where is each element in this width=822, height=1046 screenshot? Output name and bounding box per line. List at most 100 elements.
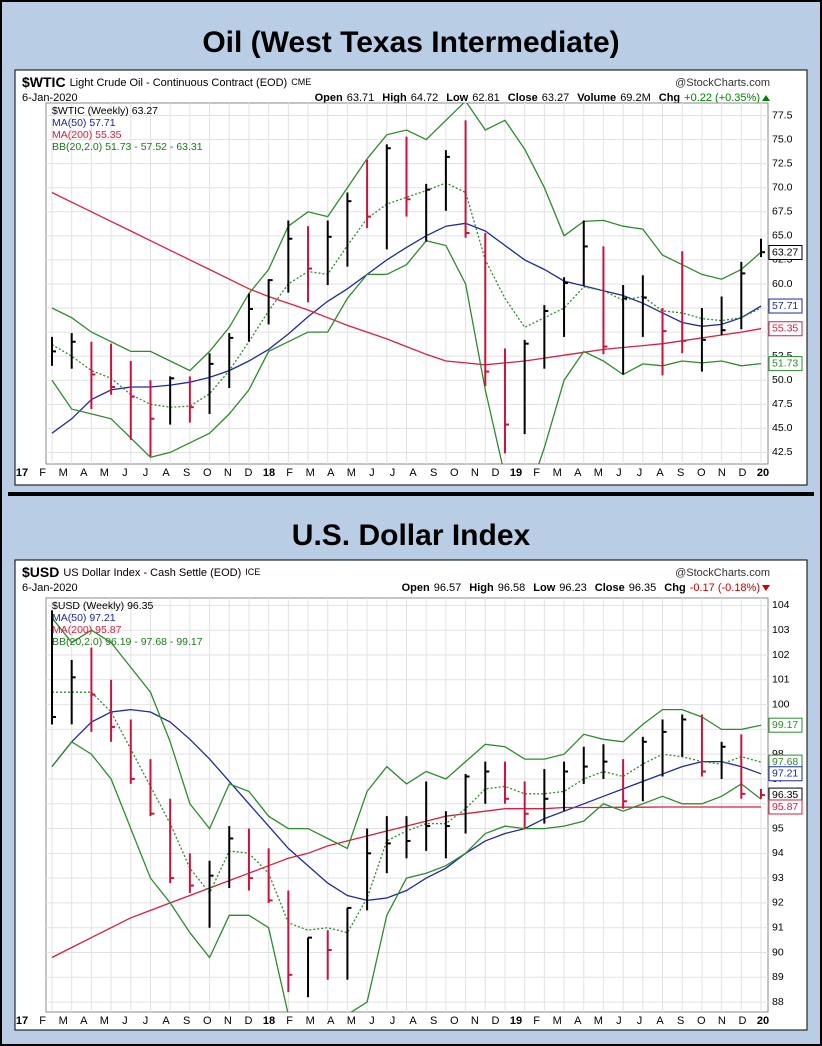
x-tick-label: 20 <box>757 467 769 479</box>
x-tick-label: O <box>697 1015 706 1027</box>
x-tick-label: 17 <box>16 467 28 479</box>
price-tag <box>768 717 803 733</box>
y-tick-label: 103 <box>772 624 790 636</box>
price-tag-label: 99.17 <box>772 719 798 731</box>
x-tick-label: A <box>656 467 664 479</box>
description: US Dollar Index - Cash Settle (EOD) <box>63 567 241 579</box>
x-tick-label: N <box>718 1015 726 1027</box>
description: Light Crude Oil - Continuous Contract (E… <box>70 77 288 89</box>
x-tick-label: M <box>100 1015 109 1027</box>
x-tick-label: J <box>616 467 622 479</box>
y-tick-label: 92 <box>772 897 784 909</box>
quote-value: 96.57 <box>434 582 462 594</box>
legend-entry: BB(20,2.0) 96.19 - 97.68 - 99.17 <box>52 636 203 648</box>
y-tick-label: 88 <box>772 996 784 1008</box>
quote-value: +0.22 (+0.35%) <box>684 92 760 104</box>
y-tick-label: 100 <box>772 698 790 710</box>
x-tick-label: M <box>553 467 562 479</box>
x-tick-label: O <box>697 467 706 479</box>
x-tick-label: D <box>738 1015 746 1027</box>
x-tick-label: D <box>738 467 746 479</box>
x-tick-label: J <box>369 467 375 479</box>
symbol: $USD <box>22 564 59 580</box>
y-tick-label: 75.0 <box>772 133 793 145</box>
x-tick-label: J <box>390 1015 396 1027</box>
x-tick-label: S <box>183 1015 190 1027</box>
x-tick-label: N <box>471 1015 479 1027</box>
price-tag <box>768 245 803 261</box>
quote-value: 64.72 <box>411 92 439 104</box>
x-tick-label: 18 <box>263 1015 275 1027</box>
source: @StockCharts.com <box>675 77 770 89</box>
x-tick-label: S <box>430 1015 437 1027</box>
exchange: ICE <box>245 567 260 577</box>
quote: Open 63.71 High 64.72 Low 62.81 Close 63.27 Volu… <box>315 92 760 104</box>
x-tick-label: N <box>224 467 232 479</box>
y-tick-label: 42.5 <box>772 446 793 458</box>
change-arrow <box>762 585 770 591</box>
x-tick-label: 18 <box>263 467 275 479</box>
change-arrow <box>762 95 770 101</box>
x-tick-label: O <box>450 467 459 479</box>
price-tag <box>768 799 803 815</box>
x-tick-label: F <box>39 467 46 479</box>
legend-entry: BB(20,2.0) 51.73 - 57.52 - 63.31 <box>52 141 203 153</box>
price-tag-label: 97.21 <box>772 768 798 780</box>
x-tick-label: J <box>390 467 396 479</box>
x-tick-label: J <box>369 1015 375 1027</box>
y-tick-label: 91 <box>772 921 784 933</box>
x-tick-label: M <box>347 1015 356 1027</box>
y-tick-label: 60.0 <box>772 278 793 290</box>
y-tick-label: 104 <box>772 599 790 611</box>
x-tick-label: M <box>553 1015 562 1027</box>
chart-title: Oil (West Texas Intermediate) <box>202 26 619 59</box>
indicator-line <box>51 191 762 366</box>
x-tick-label: M <box>306 1015 315 1027</box>
quote-label: Open <box>315 92 343 104</box>
x-tick-label: A <box>574 1015 582 1027</box>
legend-entry: $WTIC (Weekly) 63.27 <box>52 105 158 117</box>
price-tag-label: 55.35 <box>772 323 798 335</box>
quote-value: 62.81 <box>472 92 500 104</box>
x-tick-label: M <box>59 1015 68 1027</box>
quote-label: High <box>382 92 407 104</box>
x-tick-label: J <box>122 467 128 479</box>
x-tick-label: O <box>450 1015 459 1027</box>
indicator-line <box>51 617 762 850</box>
divider <box>8 492 814 496</box>
legend-entry: MA(200) 55.35 <box>52 129 122 141</box>
x-tick-label: F <box>286 467 293 479</box>
chart-header: $WTIC Light Crude Oil - Continuous Contra… <box>22 74 311 90</box>
legend-entry: MA(50) 97.21 <box>52 612 116 624</box>
quote-value: 69.2M <box>620 92 651 104</box>
chart-title: U.S. Dollar Index <box>292 519 531 552</box>
date: 6-Jan-2020 <box>22 92 78 104</box>
quote-value: 63.71 <box>347 92 375 104</box>
y-tick-label: 65.0 <box>772 230 793 242</box>
y-tick-label: 72.5 <box>772 157 793 169</box>
x-tick-label: N <box>471 467 479 479</box>
price-tag <box>768 766 803 782</box>
y-tick-label: 98 <box>772 748 784 760</box>
x-tick-label: F <box>286 1015 293 1027</box>
indicator-line <box>51 740 762 1012</box>
x-tick-label: N <box>224 1015 232 1027</box>
x-tick-label: J <box>122 1015 128 1027</box>
y-tick-label: 102 <box>772 649 790 661</box>
y-tick-label: 95 <box>772 822 784 834</box>
legend-entry: MA(50) 57.71 <box>52 117 116 129</box>
price-tag-label: 95.87 <box>772 801 798 813</box>
x-tick-label: M <box>594 1015 603 1027</box>
x-tick-label: S <box>677 1015 684 1027</box>
quote-label: Volume <box>577 92 616 104</box>
x-tick-label: F <box>533 1015 540 1027</box>
quote-label: Low <box>446 92 468 104</box>
y-tick-label: 47.5 <box>772 398 793 410</box>
x-tick-label: S <box>183 467 190 479</box>
x-tick-label: A <box>162 1015 170 1027</box>
quote-label: Low <box>533 582 555 594</box>
price-tag <box>768 356 803 372</box>
legend-entry: MA(200) 95.87 <box>52 624 122 636</box>
x-tick-label: A <box>409 1015 417 1027</box>
x-tick-label: O <box>203 467 212 479</box>
